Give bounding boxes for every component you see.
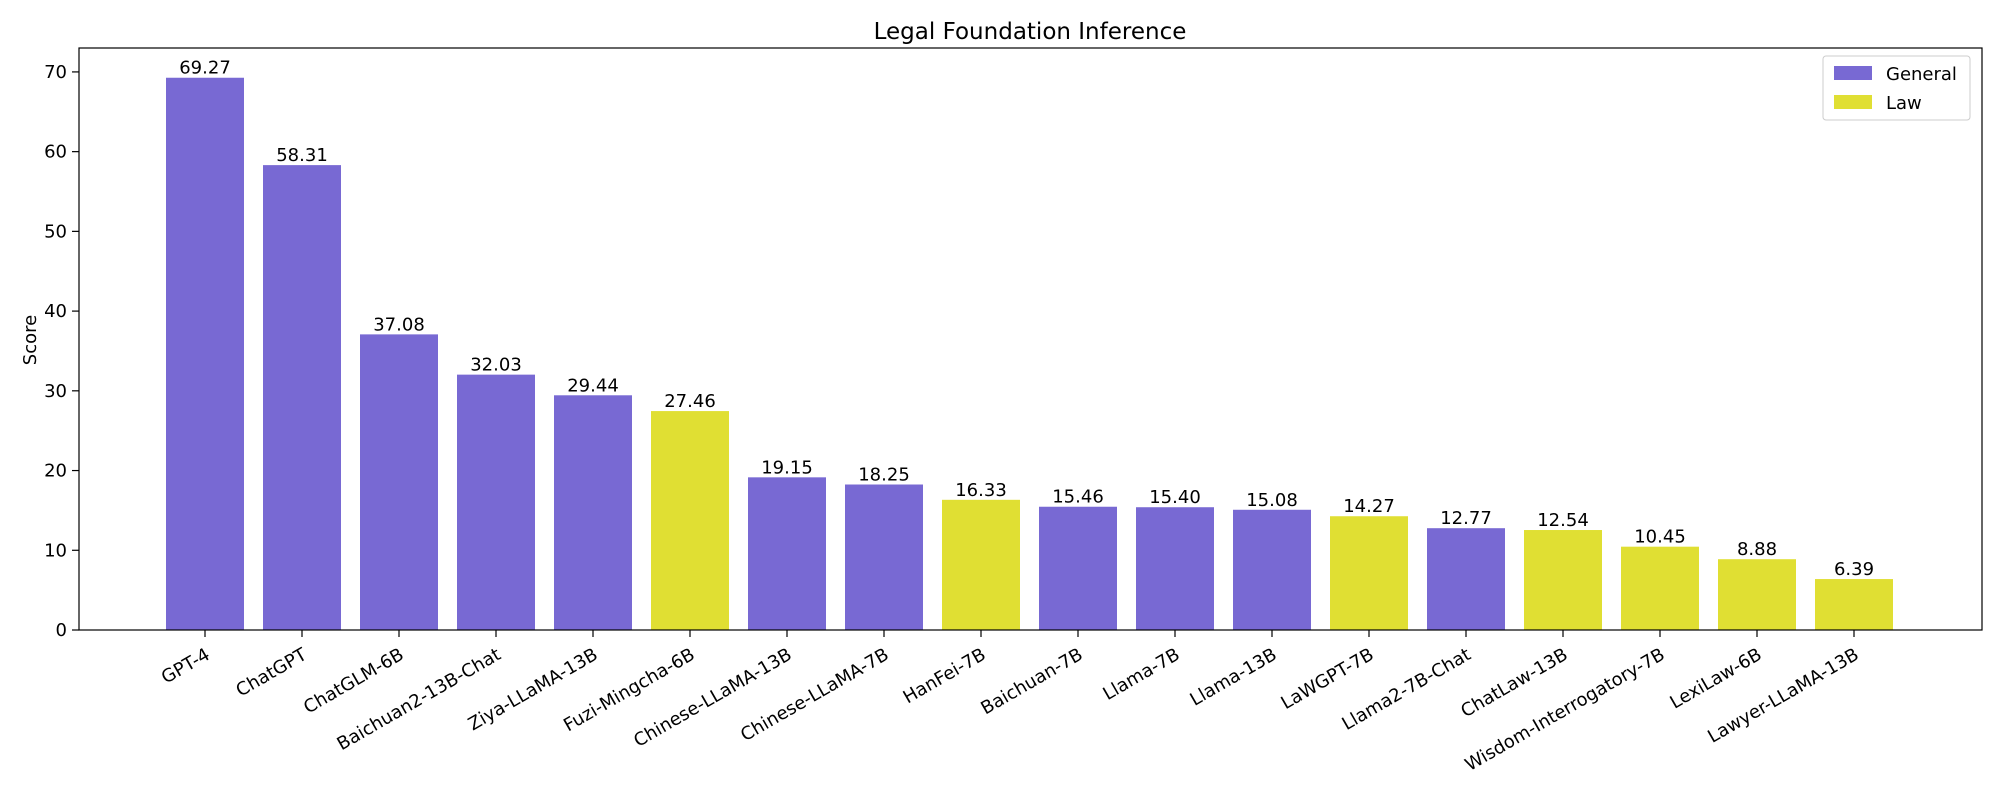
- bar: [1621, 546, 1699, 630]
- legend: General Law: [1822, 55, 1971, 121]
- bar-value-label: 15.08: [1246, 490, 1298, 511]
- bar: [360, 334, 438, 630]
- legend-label-general: General: [1886, 64, 1957, 85]
- bar: [1233, 509, 1311, 630]
- bar: [1330, 516, 1408, 630]
- bar: [554, 395, 632, 630]
- bar-value-label: 27.46: [664, 391, 716, 412]
- bar-value-label: 12.54: [1537, 510, 1589, 531]
- legend-swatch-general: [1834, 66, 1872, 80]
- bar-value-label: 69.27: [179, 58, 231, 79]
- bar-value-label: 58.31: [276, 145, 328, 166]
- bar: [1718, 559, 1796, 630]
- bar: [457, 374, 535, 630]
- legend-swatch-law: [1834, 95, 1872, 109]
- y-axis-label: Score: [20, 315, 41, 365]
- bar-value-label: 12.77: [1440, 508, 1492, 529]
- y-tick-label: 10: [44, 540, 67, 561]
- x-tick-label: Baichuan-7B: [977, 644, 1086, 719]
- bar-value-label: 15.46: [1052, 487, 1104, 508]
- x-tick-label: ChatGPT: [233, 644, 312, 702]
- bar: [1136, 507, 1214, 630]
- x-axis-ticks: GPT-4 ChatGPTChatGLM-6BBaichuan2-13B-Chat…: [158, 630, 1863, 776]
- bar-value-label: 37.08: [373, 314, 425, 335]
- bar: [942, 499, 1020, 630]
- bar: [651, 411, 729, 630]
- y-tick-label: 20: [44, 461, 67, 482]
- bar-value-label: 29.44: [567, 375, 619, 396]
- x-tick-label: HanFei-7B: [900, 644, 990, 708]
- bar-value-label: 15.40: [1149, 487, 1201, 508]
- x-tick-label: Llama-7B: [1099, 644, 1183, 705]
- y-tick-label: 0: [56, 620, 67, 641]
- plot-frame: [78, 47, 1983, 631]
- legend-label-law: Law: [1886, 93, 1922, 114]
- bar: [263, 165, 341, 630]
- bars-group: [166, 77, 1893, 631]
- y-tick-label: 60: [44, 142, 67, 163]
- y-tick-label: 40: [44, 301, 67, 322]
- bar: [845, 484, 923, 630]
- value-labels-group: 69.27 58.31 37.08 32.03 29.44 27.46 19.15 18.25…: [179, 58, 1874, 580]
- x-tick-label: Baichuan2-13B-Chat: [334, 644, 505, 755]
- bar: [748, 477, 826, 630]
- bar: [1815, 579, 1893, 630]
- bar-value-label: 19.15: [761, 457, 813, 478]
- bar-value-label: 14.27: [1343, 496, 1395, 517]
- y-tick-label: 70: [44, 62, 67, 83]
- y-tick-label: 30: [44, 381, 67, 402]
- y-axis-ticks: 0 10 20 30 40 50 60 70: [44, 62, 79, 641]
- bar: [166, 77, 244, 631]
- x-tick-label: Llama-13B: [1187, 644, 1281, 710]
- bar: [1427, 528, 1505, 630]
- bar-value-label: 8.88: [1737, 539, 1777, 560]
- bar-value-label: 10.45: [1634, 527, 1686, 548]
- bar-value-label: 32.03: [470, 355, 522, 376]
- x-tick-label: Chinese-LLaMA-13B: [630, 644, 795, 752]
- bar: [1524, 530, 1602, 630]
- x-tick-label: GPT-4: [158, 644, 214, 688]
- bar-value-label: 16.33: [955, 480, 1007, 501]
- bar: [1039, 506, 1117, 630]
- y-tick-label: 50: [44, 221, 67, 242]
- chart-title: Legal Foundation Inference: [874, 19, 1187, 45]
- bar-value-label: 6.39: [1834, 559, 1874, 580]
- bar-value-label: 18.25: [858, 465, 910, 486]
